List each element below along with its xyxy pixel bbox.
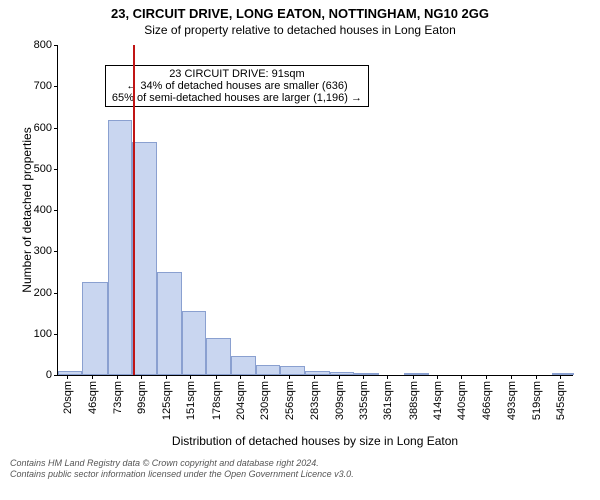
x-tick-mark	[264, 375, 265, 379]
y-tick: 400	[34, 204, 58, 216]
x-tick: 73sqm	[110, 381, 124, 414]
y-tick: 300	[34, 245, 58, 257]
x-tick: 125sqm	[159, 381, 173, 420]
plot-area: 23 CIRCUIT DRIVE: 91sqm ← 34% of detache…	[57, 46, 573, 376]
histogram-bar	[354, 373, 378, 375]
x-tick: 283sqm	[307, 381, 321, 420]
x-tick: 204sqm	[233, 381, 247, 420]
x-tick: 151sqm	[183, 381, 197, 420]
x-tick: 493sqm	[504, 381, 518, 420]
histogram-bar	[552, 373, 574, 375]
x-tick-mark	[363, 375, 364, 379]
annotation-line1: 23 CIRCUIT DRIVE: 91sqm	[112, 68, 362, 80]
x-tick: 519sqm	[529, 381, 543, 420]
x-tick: 466sqm	[479, 381, 493, 420]
y-tick: 200	[34, 287, 58, 299]
histogram-bar	[58, 371, 82, 375]
chart-container: 23, CIRCUIT DRIVE, LONG EATON, NOTTINGHA…	[0, 0, 600, 500]
histogram-bar	[404, 373, 428, 375]
histogram-bar	[330, 372, 354, 375]
histogram-bar	[280, 366, 304, 375]
x-tick-mark	[314, 375, 315, 379]
y-tick: 0	[46, 369, 58, 381]
y-axis-label: Number of detached properties	[20, 45, 34, 375]
x-tick-mark	[117, 375, 118, 379]
x-tick-mark	[240, 375, 241, 379]
footer-line2: Contains public sector information licen…	[10, 469, 354, 480]
histogram-bar	[108, 120, 132, 375]
x-tick-mark	[461, 375, 462, 379]
x-tick-mark	[92, 375, 93, 379]
x-tick-mark	[141, 375, 142, 379]
annotation-line2: ← 34% of detached houses are smaller (63…	[112, 80, 362, 92]
y-tick: 800	[34, 39, 58, 51]
x-tick-mark	[437, 375, 438, 379]
x-tick: 230sqm	[257, 381, 271, 420]
footer-line1: Contains HM Land Registry data © Crown c…	[10, 458, 354, 469]
histogram-bar	[182, 311, 206, 375]
x-tick: 361sqm	[380, 381, 394, 420]
y-tick: 500	[34, 163, 58, 175]
histogram-bar	[82, 282, 107, 375]
x-tick-mark	[190, 375, 191, 379]
histogram-bar	[132, 142, 156, 375]
x-tick-mark	[560, 375, 561, 379]
histogram-bar	[256, 365, 280, 375]
x-tick-mark	[511, 375, 512, 379]
histogram-bar	[305, 371, 330, 375]
x-tick-mark	[339, 375, 340, 379]
annotation-line3: 65% of semi-detached houses are larger (…	[112, 92, 362, 104]
x-axis-label: Distribution of detached houses by size …	[57, 434, 573, 448]
x-tick: 178sqm	[209, 381, 223, 420]
histogram-bar	[157, 272, 182, 375]
footer-text: Contains HM Land Registry data © Crown c…	[10, 458, 354, 480]
property-marker-line	[133, 45, 135, 375]
chart-title: 23, CIRCUIT DRIVE, LONG EATON, NOTTINGHA…	[0, 0, 600, 21]
y-tick: 100	[34, 328, 58, 340]
x-tick-mark	[536, 375, 537, 379]
chart-subtitle: Size of property relative to detached ho…	[0, 21, 600, 37]
x-tick-mark	[67, 375, 68, 379]
histogram-bar	[206, 338, 230, 375]
x-tick-mark	[289, 375, 290, 379]
y-tick: 700	[34, 80, 58, 92]
x-tick: 388sqm	[406, 381, 420, 420]
x-tick: 440sqm	[454, 381, 468, 420]
x-tick: 256sqm	[282, 381, 296, 420]
x-tick-mark	[166, 375, 167, 379]
annotation-box: 23 CIRCUIT DRIVE: 91sqm ← 34% of detache…	[105, 65, 369, 107]
x-tick: 99sqm	[134, 381, 148, 414]
x-tick: 46sqm	[85, 381, 99, 414]
x-tick: 20sqm	[60, 381, 74, 414]
y-tick: 600	[34, 122, 58, 134]
x-tick: 545sqm	[553, 381, 567, 420]
histogram-bar	[231, 356, 256, 375]
x-tick-mark	[387, 375, 388, 379]
x-tick-mark	[486, 375, 487, 379]
x-tick: 414sqm	[430, 381, 444, 420]
x-tick: 309sqm	[332, 381, 346, 420]
x-tick: 335sqm	[356, 381, 370, 420]
x-tick-mark	[216, 375, 217, 379]
x-tick-mark	[413, 375, 414, 379]
